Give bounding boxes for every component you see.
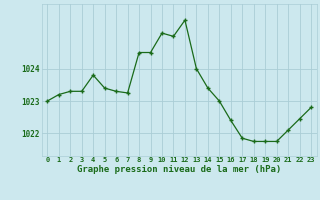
X-axis label: Graphe pression niveau de la mer (hPa): Graphe pression niveau de la mer (hPa) (77, 165, 281, 174)
